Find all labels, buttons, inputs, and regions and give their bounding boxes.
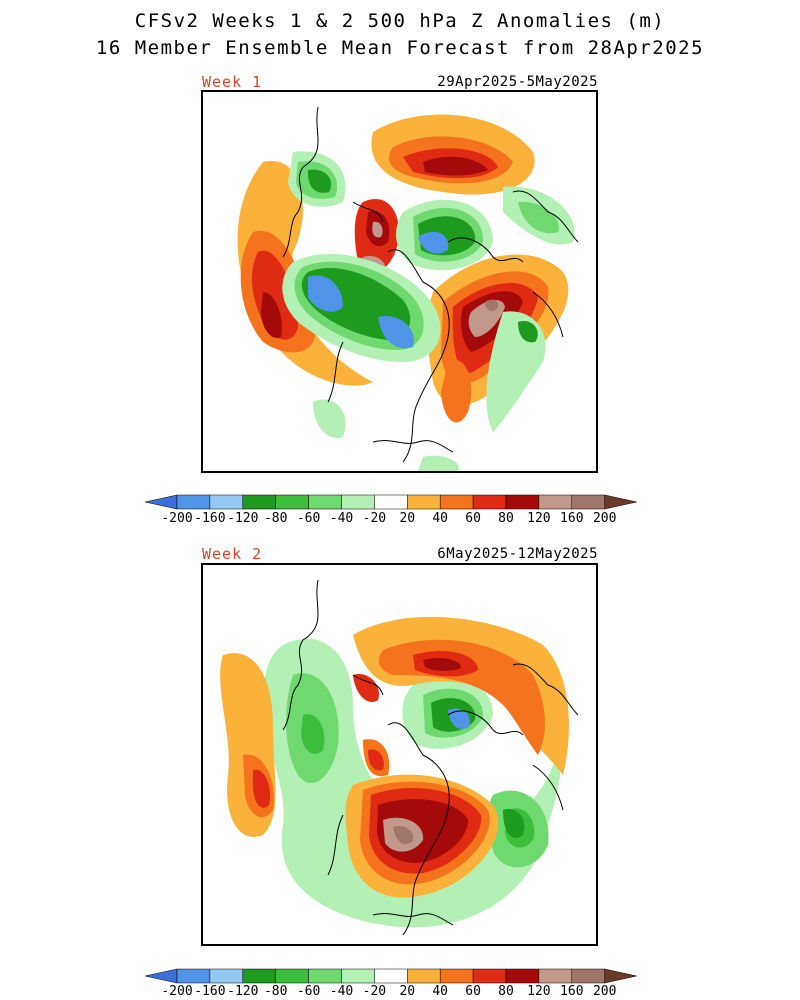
colorbar-week1-swatch-8 bbox=[407, 494, 441, 510]
colorbar-week1-swatch-13 bbox=[571, 494, 605, 510]
colorbar-week1 bbox=[144, 494, 637, 510]
colorbar-week1-labels-tick: 80 bbox=[498, 511, 514, 526]
colorbar-week1-labels-tick: -80 bbox=[263, 511, 288, 526]
colorbar-week1-labels-tick: 20 bbox=[399, 511, 416, 526]
colorbar-week1-swatch-1 bbox=[176, 494, 211, 510]
colorbar-week2-swatch-12 bbox=[538, 968, 573, 984]
colorbar-week2-swatch-2 bbox=[209, 968, 244, 984]
negative-anomaly-contours bbox=[263, 638, 562, 928]
colorbar-week2-labels-tick: 20 bbox=[399, 984, 416, 999]
colorbar-week2-labels-tick: 120 bbox=[527, 984, 551, 999]
colorbar-week1-swatch-12 bbox=[538, 494, 573, 510]
colorbar-week2-labels-tick: 160 bbox=[560, 984, 584, 999]
colorbar-week1-labels-tick: -120 bbox=[227, 511, 259, 526]
positive-anomaly-contours bbox=[220, 616, 569, 898]
colorbar-week1-labels-tick: -40 bbox=[329, 511, 354, 526]
colorbar-week2-swatch-5 bbox=[308, 968, 342, 984]
panel-week1-date-range: 29Apr2025-5May2025 bbox=[437, 74, 598, 90]
colorbar-week1-labels-tick: 40 bbox=[432, 511, 449, 526]
colorbar-week2-swatch-1 bbox=[176, 968, 211, 984]
chart-title-line2: 16 Member Ensemble Mean Forecast from 28… bbox=[95, 37, 705, 59]
colorbar-week1-labels-tick: 60 bbox=[465, 511, 481, 526]
colorbar-week2-swatch-13 bbox=[571, 968, 605, 984]
colorbar-week2-swatch-6 bbox=[341, 968, 375, 984]
map-week2 bbox=[201, 563, 598, 946]
colorbar-week2-labels-tick: 60 bbox=[465, 984, 481, 999]
colorbar-week1-labels-tick: 200 bbox=[592, 511, 617, 526]
colorbar-week1-swatch-4 bbox=[275, 494, 309, 510]
colorbar-week1-labels-tick: 120 bbox=[527, 511, 551, 526]
colorbar-week2-swatch-7 bbox=[374, 968, 408, 984]
colorbar-week1-swatch-9 bbox=[439, 494, 474, 510]
colorbar-week2-swatch-3 bbox=[242, 968, 276, 984]
panel-week2-date-range: 6May2025-12May2025 bbox=[437, 546, 598, 562]
colorbar-week1-swatch-11 bbox=[505, 494, 540, 510]
colorbar-week1-swatch-6 bbox=[341, 494, 375, 510]
colorbar-week2-swatch-14 bbox=[604, 968, 637, 984]
colorbar-week1-swatch-10 bbox=[472, 494, 507, 510]
colorbar-week1-labels-tick: -160 bbox=[194, 511, 226, 526]
colorbar-week1-labels-tick: -200 bbox=[161, 511, 193, 526]
colorbar-week1-swatch-7 bbox=[374, 494, 408, 510]
colorbar-week2-swatches bbox=[144, 968, 637, 984]
colorbar-week2 bbox=[144, 968, 637, 984]
colorbar-week1-labels-tick: -20 bbox=[362, 511, 387, 526]
colorbar-week1-labels-tick: 160 bbox=[560, 511, 584, 526]
colorbar-week1-labels: -200 -160 -120 -80 -60 -40 -20 20 40 60 80 120 160 20… bbox=[0, 511, 800, 527]
map-week1 bbox=[201, 90, 598, 473]
colorbar-week2-labels-tick: -120 bbox=[227, 984, 259, 999]
colorbar-week2-swatch-8 bbox=[407, 968, 441, 984]
colorbar-week2-labels-tick: 40 bbox=[432, 984, 449, 999]
panel-week1-label: Week 1 bbox=[202, 73, 263, 91]
colorbar-week2-labels-tick: 200 bbox=[592, 984, 617, 999]
colorbar-week2-swatch-0 bbox=[144, 968, 178, 984]
chart-title-line1: CFSv2 Weeks 1 & 2 500 hPa Z Anomalies (m… bbox=[134, 10, 666, 32]
colorbar-week1-swatch-0 bbox=[144, 494, 178, 510]
colorbar-week2-labels-tick: -20 bbox=[362, 984, 387, 999]
negative-anomaly-contours bbox=[282, 151, 575, 471]
colorbar-week1-swatch-2 bbox=[209, 494, 244, 510]
colorbar-week1-swatch-3 bbox=[242, 494, 276, 510]
colorbar-week2-labels-tick: -160 bbox=[194, 984, 226, 999]
colorbar-week2-swatch-4 bbox=[275, 968, 309, 984]
colorbar-week2-swatch-11 bbox=[505, 968, 540, 984]
colorbar-week2-labels-tick: -80 bbox=[263, 984, 288, 999]
colorbar-week1-swatch-14 bbox=[604, 494, 637, 510]
colorbar-week2-labels-tick: -200 bbox=[161, 984, 193, 999]
colorbar-week2-labels-tick: -60 bbox=[296, 984, 321, 999]
coastlines bbox=[282, 106, 579, 463]
colorbar-week2-swatch-10 bbox=[472, 968, 507, 984]
colorbar-week2-labels-tick: -40 bbox=[329, 984, 354, 999]
colorbar-week1-labels-tick: -60 bbox=[296, 511, 321, 526]
colorbar-week1-swatches bbox=[144, 494, 637, 510]
colorbar-week1-swatch-5 bbox=[308, 494, 342, 510]
panel-week2-label: Week 2 bbox=[202, 545, 263, 563]
colorbar-week2-labels-tick: 80 bbox=[498, 984, 514, 999]
coastlines bbox=[282, 579, 579, 936]
colorbar-week2-swatch-9 bbox=[439, 968, 474, 984]
colorbar-week2-labels: -200 -160 -120 -80 -60 -40 -20 20 40 60 80 120 160 20… bbox=[0, 984, 800, 1000]
